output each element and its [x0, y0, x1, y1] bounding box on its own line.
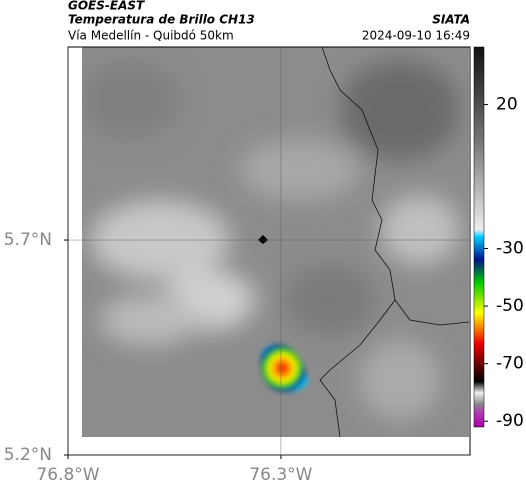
product: Temperatura de Brillo CH13	[68, 13, 255, 27]
colorbar-tick-label: -50	[496, 296, 524, 316]
satellite-image	[82, 47, 469, 437]
city-marker	[258, 235, 268, 244]
timestamp: 2024-09-10 16:49	[362, 29, 470, 43]
y-tick-label: 5.2°N	[4, 445, 52, 465]
colorbar-tick-label: -30	[496, 239, 524, 259]
x-tick-label: 76.8°W	[36, 465, 99, 485]
colorbar-tick-label: 20	[496, 95, 518, 115]
satellite: GOES-EAST	[68, 0, 145, 13]
source: SIATA	[432, 13, 470, 27]
y-tick-label: 5.7°N	[4, 230, 52, 250]
colorbar	[473, 46, 485, 428]
route: Vía Medellín - Quibdó 50km	[68, 29, 234, 43]
colorbar-tick-label: -90	[496, 411, 524, 431]
x-tick-label: 76.3°W	[249, 465, 312, 485]
colorbar-tick-label: -70	[496, 354, 524, 374]
